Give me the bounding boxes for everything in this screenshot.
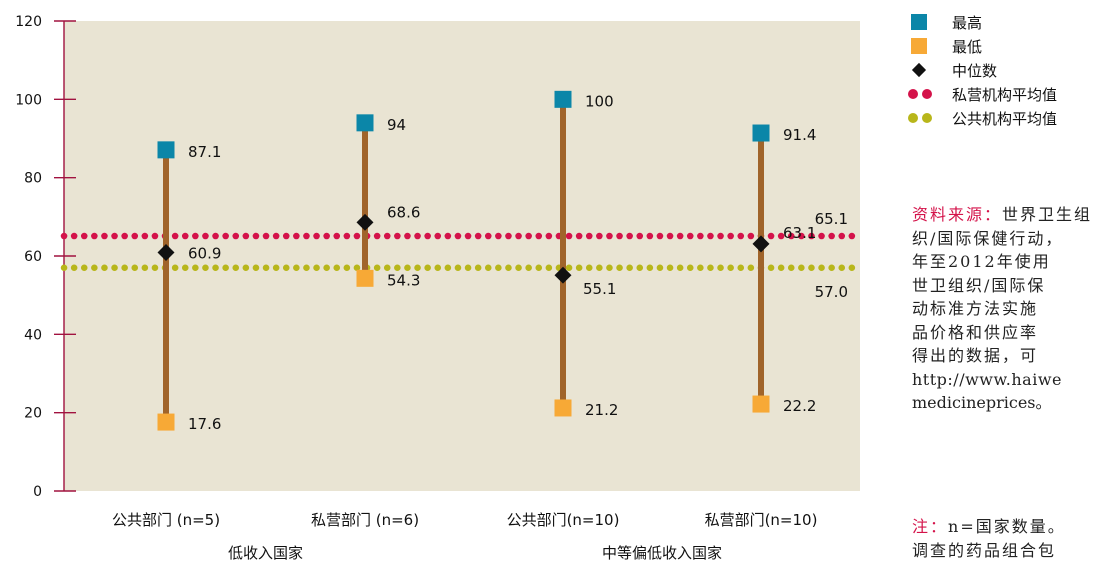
min-value-label: 17.6 (188, 415, 221, 433)
max-value-label: 91.4 (783, 126, 816, 144)
source-text: 得出的数据，可 (912, 346, 1039, 365)
legend-label: 中位数 (952, 62, 998, 80)
max-value-label: 94 (387, 116, 406, 134)
max-marker (157, 141, 175, 159)
average-lines: 65.1 57.0 (60, 210, 864, 301)
x-category-label: 公共部门(n=10) (507, 511, 620, 529)
note-label: 注： (912, 517, 949, 536)
y-axis: 0 20 40 60 80 100 120 (15, 14, 76, 500)
median-value-label: 68.6 (387, 203, 420, 221)
min-marker (157, 413, 175, 431)
black-diamond-icon (911, 62, 927, 78)
median-marker (554, 266, 572, 284)
red-dots-icon (908, 89, 936, 99)
legend-item-median: 中位数 (908, 58, 1101, 82)
source-text: 世卫组织/国际保 (912, 275, 1046, 295)
legend-label: 最高 (952, 14, 983, 32)
source-text: 世界卫生组 (1002, 205, 1093, 224)
y-tick-label: 20 (24, 406, 42, 422)
range-chart: 0 20 40 60 80 100 120 65.1 57.0 87.1 17.6 94 54.3 1… (15, 14, 864, 562)
y-tick-label: 0 (33, 484, 42, 500)
source-text: 年至2012年使用 (912, 252, 1051, 271)
median-value-label: 60.9 (188, 244, 221, 262)
max-value-label: 100 (585, 92, 614, 110)
max-marker (554, 90, 572, 108)
y-tick-label: 120 (15, 14, 42, 30)
x-category-label: 公共部门 (n=5) (112, 511, 220, 529)
y-tick-label: 40 (24, 327, 42, 343)
x-axis-labels: 公共部门 (n=5) 私营部门 (n=6) 公共部门(n=10) 私营部门(n=10)… (112, 511, 817, 562)
data-marks: 87.1 17.6 94 54.3 100 21.2 91.4 22.2 60.9 68.6 55.… (157, 90, 816, 433)
min-marker (356, 269, 374, 287)
private-average-label: 65.1 (815, 210, 848, 228)
source-text: 织/国际保健行动， (912, 228, 1064, 248)
plot-background (64, 21, 860, 491)
legend-item-max: 最高 (908, 10, 1101, 34)
teal-square-icon (911, 14, 927, 30)
legend-item-min: 最低 (908, 34, 1101, 58)
source-url: http://www.haiwe (912, 369, 1062, 389)
max-marker (356, 114, 374, 132)
legend-label: 最低 (952, 38, 983, 56)
min-value-label: 54.3 (387, 271, 420, 289)
min-value-label: 21.2 (585, 401, 618, 419)
legend-label: 私营机构平均值 (952, 86, 1058, 104)
legend-item-public-average: 公共机构平均值 (908, 106, 1101, 130)
source-text: 品价格和供应率 (912, 322, 1039, 342)
note-text: n=国家数量。 (948, 517, 1066, 536)
x-category-label: 私营部门(n=10) (705, 511, 818, 529)
median-marker (752, 235, 770, 253)
legend: 最高 最低 中位数 私营机构平均值 公共机构平均值 (908, 10, 1101, 130)
median-value-label: 63.1 (783, 224, 816, 242)
source-label: 资料来源： (912, 205, 1003, 224)
source-note: 资料来源：世界卫生组 织/国际保健行动， 年至2012年使用 世卫组织/国际保 … (912, 203, 1101, 415)
max-marker (752, 124, 770, 142)
max-value-label: 87.1 (188, 143, 221, 161)
median-marker (157, 243, 175, 261)
legend-label: 公共机构平均值 (952, 110, 1058, 128)
min-value-label: 22.2 (783, 397, 816, 415)
source-url: medicineprices。 (912, 393, 1052, 412)
y-tick-label: 60 (24, 249, 42, 265)
y-tick-label: 100 (15, 92, 42, 108)
public-average-label: 57.0 (815, 283, 848, 301)
note-text: 调查的药品组合包 (912, 540, 1057, 560)
min-marker (554, 399, 572, 417)
min-marker (752, 395, 770, 413)
legend-item-private-average: 私营机构平均值 (908, 82, 1101, 106)
median-value-label: 55.1 (583, 280, 616, 298)
y-tick-label: 80 (24, 171, 42, 187)
orange-square-icon (911, 38, 927, 54)
x-group-label: 中等偏低收入国家 (602, 544, 722, 562)
x-category-label: 私营部门 (n=6) (311, 511, 419, 529)
source-text: 动标准方法实施 (912, 299, 1039, 318)
footnote: 注：n=国家数量。 调查的药品组合包 (912, 515, 1101, 562)
olive-dots-icon (908, 113, 936, 123)
x-group-label: 低收入国家 (228, 544, 303, 562)
median-marker (356, 213, 374, 231)
